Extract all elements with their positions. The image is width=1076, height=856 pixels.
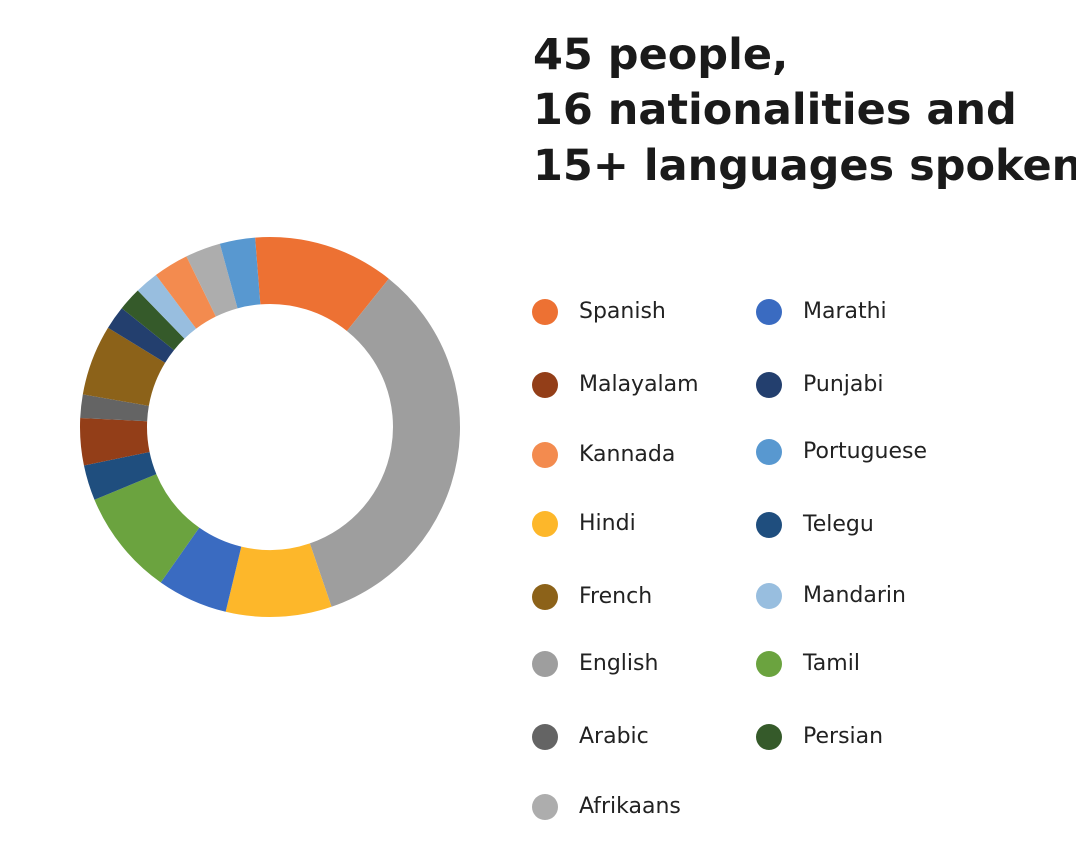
legend-label: Tamil <box>802 651 860 676</box>
legend-swatch <box>756 724 782 750</box>
donut-slice <box>94 474 200 583</box>
legend-swatch <box>532 724 558 750</box>
legend-label: Spanish <box>579 299 666 324</box>
legend-label: Hindi <box>579 511 636 536</box>
legend-swatch <box>532 651 558 677</box>
legend-swatch <box>756 439 782 465</box>
legend-label: Telegu <box>802 512 874 537</box>
legend-label: Marathi <box>803 299 887 324</box>
legend-swatch <box>532 794 558 820</box>
donut-slice <box>186 243 238 317</box>
legend-label: Punjabi <box>803 372 883 397</box>
legend-label: Portuguese <box>803 439 927 464</box>
legend-swatch <box>756 651 782 677</box>
donut-slice <box>83 451 157 500</box>
donut-slice <box>82 327 166 406</box>
donut-slice <box>160 527 242 612</box>
chart-title: 16 nationalities and <box>533 85 1017 135</box>
legend-label: English <box>579 651 658 676</box>
donut-slice <box>137 275 197 339</box>
legend-swatch <box>532 299 558 325</box>
legend-swatch <box>532 372 558 398</box>
donut-slice <box>225 543 332 618</box>
legend-swatch <box>532 442 558 468</box>
donut-slice <box>80 418 150 466</box>
legend-label: Afrikaans <box>579 794 681 819</box>
legend-swatch <box>532 511 558 537</box>
legend-label: Arabic <box>579 724 649 749</box>
legend-swatch <box>756 299 782 325</box>
chart-title: 15+ languages spoken <box>533 141 1076 191</box>
legend-swatch <box>756 583 782 609</box>
donut-slice <box>309 278 461 607</box>
donut-slice <box>121 290 185 351</box>
legend-swatch <box>756 372 782 398</box>
legend-swatch <box>532 584 558 610</box>
donut-slice <box>107 308 175 363</box>
donut-slice <box>219 237 261 309</box>
donut-slice <box>80 394 149 422</box>
donut-slice <box>155 256 216 329</box>
donut-slice <box>255 237 389 332</box>
legend-label: French <box>579 584 652 609</box>
legend-label: Persian <box>803 724 883 749</box>
legend-label: Mandarin <box>803 583 906 608</box>
legend-label: Kannada <box>579 442 675 467</box>
legend-swatch <box>756 512 782 538</box>
legend-label: Malayalam <box>579 372 699 397</box>
chart-title: 45 people, <box>533 30 788 80</box>
